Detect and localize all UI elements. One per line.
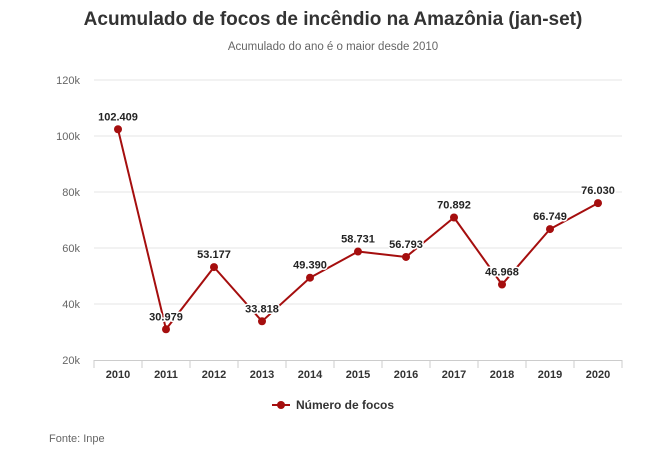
x-tick-label: 2011 [154,369,178,381]
data-label: 102.409 [98,111,138,123]
data-point [258,317,266,326]
x-tick-label: 2014 [298,369,323,381]
data-label: 70.892 [437,200,471,212]
x-tick-label: 2018 [490,369,514,381]
y-tick-label: 20k [62,355,80,367]
data-point [498,280,506,289]
legend[interactable]: Número de focos [0,398,666,413]
data-point [354,247,362,256]
data-point [450,213,458,222]
data-point [210,263,218,272]
legend-line-marker-icon [271,400,290,410]
x-tick-label: 2019 [538,369,562,381]
x-tick-label: 2017 [442,369,466,381]
x-tick-label: 2012 [202,369,226,381]
x-tick-label: 2013 [250,369,274,381]
data-label: 56.793 [389,239,423,251]
data-point [402,252,410,261]
y-tick-label: 120k [56,75,80,87]
data-label: 76.030 [581,185,615,197]
chart-title: Acumulado de focos de incêndio na Amazôn… [83,9,583,30]
series-line [117,129,599,331]
x-tick-label: 2016 [394,369,418,381]
source-credit: Fonte: Inpe [49,433,105,445]
x-tick-label: 2020 [586,369,610,381]
data-point [114,125,122,134]
data-label: 49.390 [293,260,327,272]
chart-subtitle: Acumulado do ano é o maior desde 2010 [227,41,439,53]
data-label: 58.731 [341,234,375,246]
x-tick-label: 2010 [106,369,130,381]
legend-label: Número de focos [295,398,394,412]
y-tick-label: 60k [62,243,80,255]
y-tick-label: 100k [56,131,80,143]
data-point [546,225,554,234]
y-tick-label: 80k [62,187,80,199]
data-point [594,199,602,208]
data-label: 66.749 [533,211,567,223]
data-label: 30.979 [149,311,183,323]
data-point [162,325,170,334]
data-label: 33.818 [245,303,279,315]
x-tick-label: 2015 [346,369,370,381]
y-tick-label: 40k [62,299,80,311]
data-label: 46.968 [485,266,519,278]
data-label: 53.177 [197,249,231,261]
data-point [306,273,314,282]
legend-item-series[interactable]: Número de focos [271,398,394,412]
